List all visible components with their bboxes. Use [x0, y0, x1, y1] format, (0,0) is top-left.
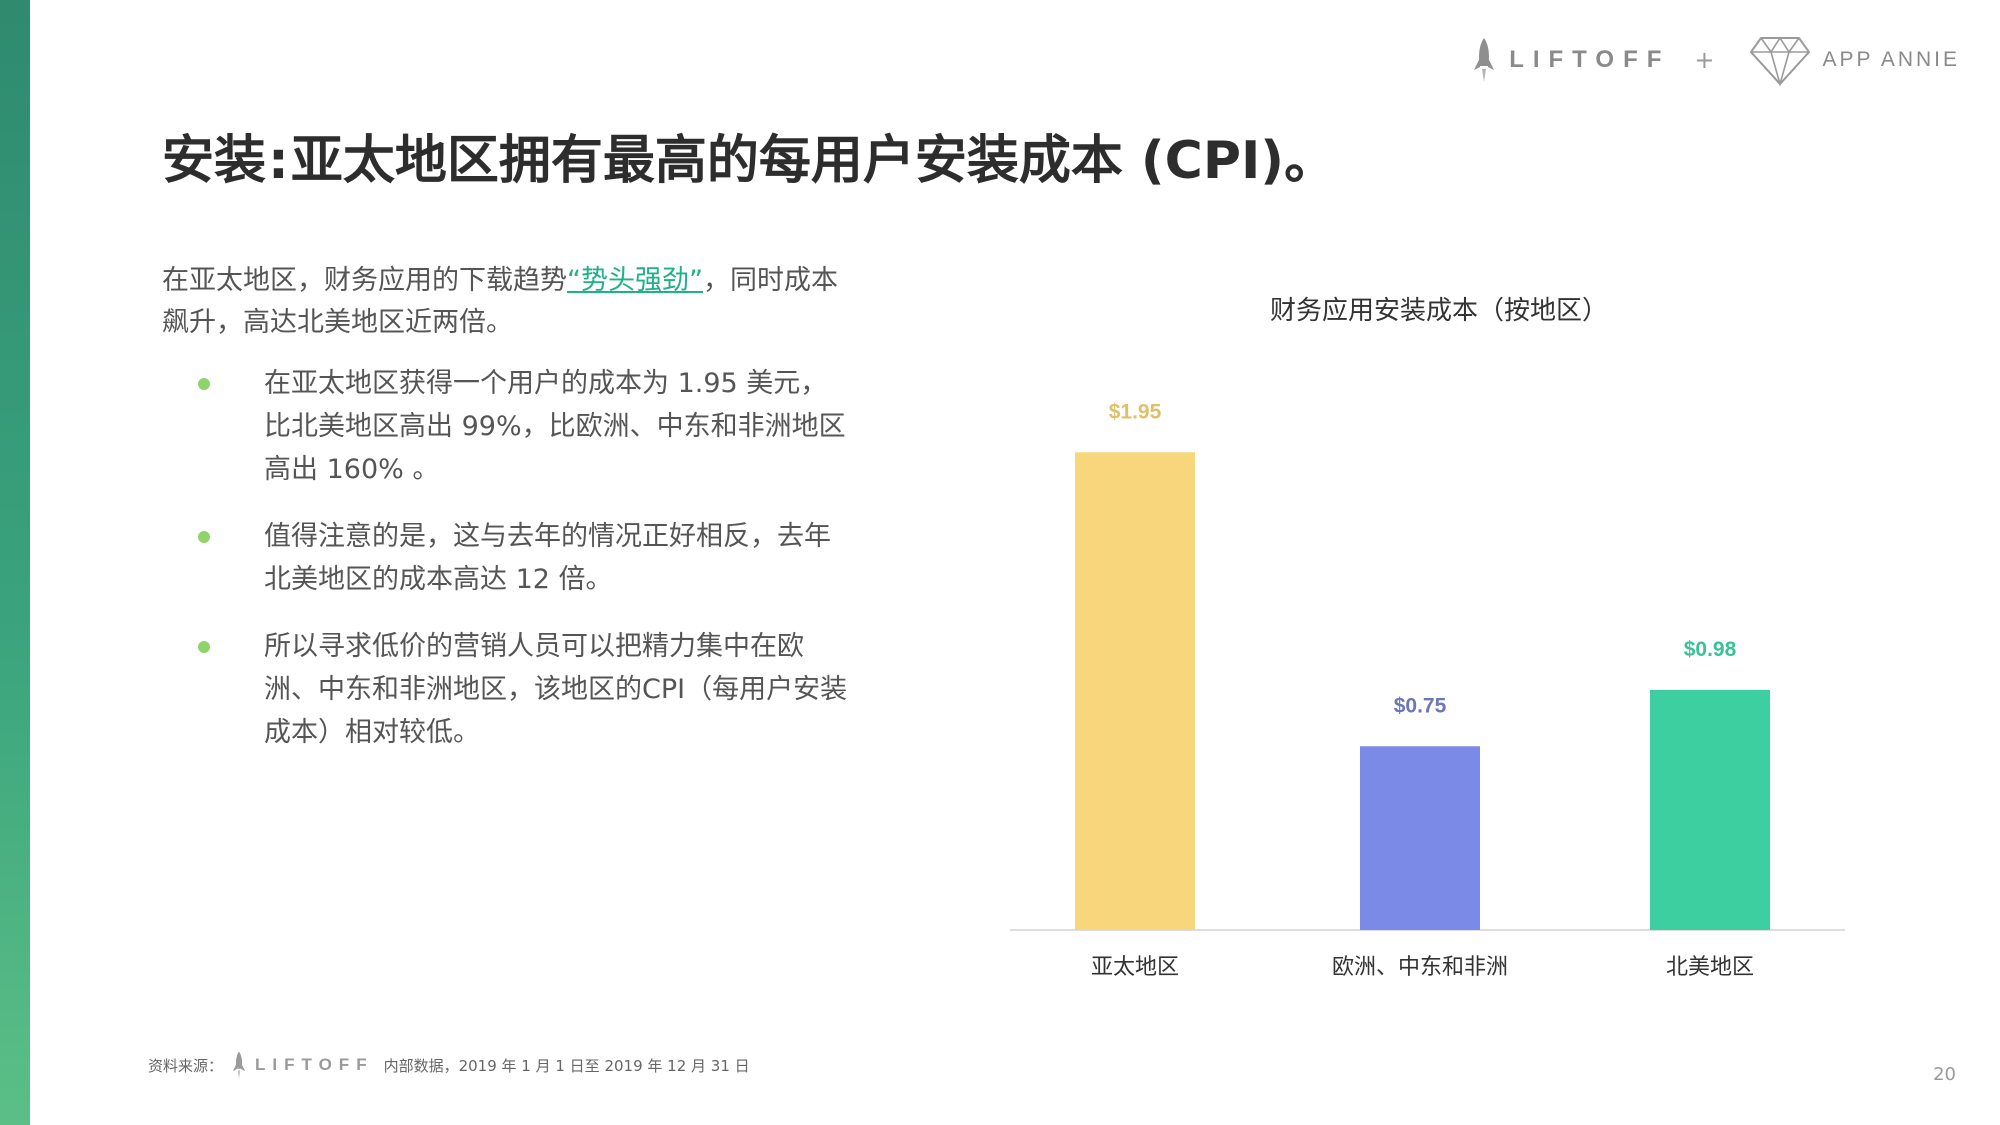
data-label: $1.95 — [1109, 400, 1162, 423]
title-main: 亚太地区拥有最高的每用户安装成本 (CPI)。 — [290, 131, 1337, 191]
bullet-text: 在亚太地区获得一个用户的成本为 1.95 美元，比北美地区高出 99%，比欧洲、… — [264, 368, 846, 485]
accent-side-bar — [0, 0, 30, 1125]
intro-paragraph: 在亚太地区，财务应用的下载趋势“势头强劲”，同时成本飙升，高达北美地区近两倍。 — [162, 260, 842, 344]
intro-text-end: ，同时成本飙升，高达北美地区近两倍。 — [162, 265, 838, 338]
source-text: 内部数据，2019 年 1 月 1 日至 2019 年 12 月 31 日 — [383, 1056, 750, 1075]
data-label: $0.98 — [1684, 638, 1737, 661]
footer-liftoff-brand: LIFTOFF — [255, 1055, 374, 1074]
title-prefix: 安装 — [162, 131, 267, 191]
category-label: 北美地区 — [1666, 955, 1754, 980]
bar — [1075, 452, 1195, 930]
bar — [1360, 746, 1480, 930]
bar-chart: $1.95 亚太地区 $0.75 欧洲、中东和非洲 $0.98 北美地区 — [1010, 400, 1845, 980]
partner-logos: LIFTOFF + APP ANNIE — [1471, 30, 1960, 90]
bullet-item: 在亚太地区获得一个用户的成本为 1.95 美元，比北美地区高出 99%，比欧洲、… — [190, 362, 850, 491]
bullet-text: 所以寻求低价的营销人员可以把精力集中在欧洲、中东和非洲地区，该地区的CPI（每用… — [264, 631, 848, 748]
bullet-list: 在亚太地区获得一个用户的成本为 1.95 美元，比北美地区高出 99%，比欧洲、… — [190, 362, 850, 778]
bullet-text: 值得注意的是，这与去年的情况正好相反，去年北美地区的成本高达 12 倍。 — [264, 521, 831, 595]
chart-title: 财务应用安装成本（按地区） — [1270, 296, 1609, 326]
rocket-icon — [232, 1051, 246, 1079]
bullet-item: 所以寻求低价的营销人员可以把精力集中在欧洲、中东和非洲地区，该地区的CPI（每用… — [190, 625, 850, 754]
diamond-icon — [1749, 36, 1810, 87]
intro-text-start: 在亚太地区，财务应用的下载趋势 — [162, 265, 567, 296]
footer-source: 资料来源： LIFTOFF 内部数据，2019 年 1 月 1 日至 2019 … — [148, 1050, 750, 1080]
category-label: 欧洲、中东和非洲 — [1332, 955, 1508, 980]
liftoff-brand: LIFTOFF — [1509, 46, 1671, 73]
app-annie-brand: APP ANNIE — [1822, 48, 1960, 71]
category-label: 亚太地区 — [1091, 955, 1179, 980]
bullet-dot-icon — [198, 378, 210, 390]
title-separator: : — [268, 131, 289, 191]
page-number: 20 — [1933, 1064, 1956, 1085]
data-label: $0.75 — [1394, 694, 1447, 717]
plus-sign: + — [1694, 46, 1715, 74]
page-title: 安装:亚太地区拥有最高的每用户安装成本 (CPI)。 — [162, 118, 1336, 193]
bar — [1650, 689, 1770, 930]
rocket-icon — [1474, 38, 1495, 82]
source-label: 资料来源： — [148, 1056, 224, 1075]
bullet-dot-icon — [198, 641, 210, 653]
momentum-link[interactable]: “势头强劲” — [567, 265, 703, 296]
bullet-dot-icon — [198, 531, 210, 543]
bullet-item: 值得注意的是，这与去年的情况正好相反，去年北美地区的成本高达 12 倍。 — [190, 515, 850, 601]
